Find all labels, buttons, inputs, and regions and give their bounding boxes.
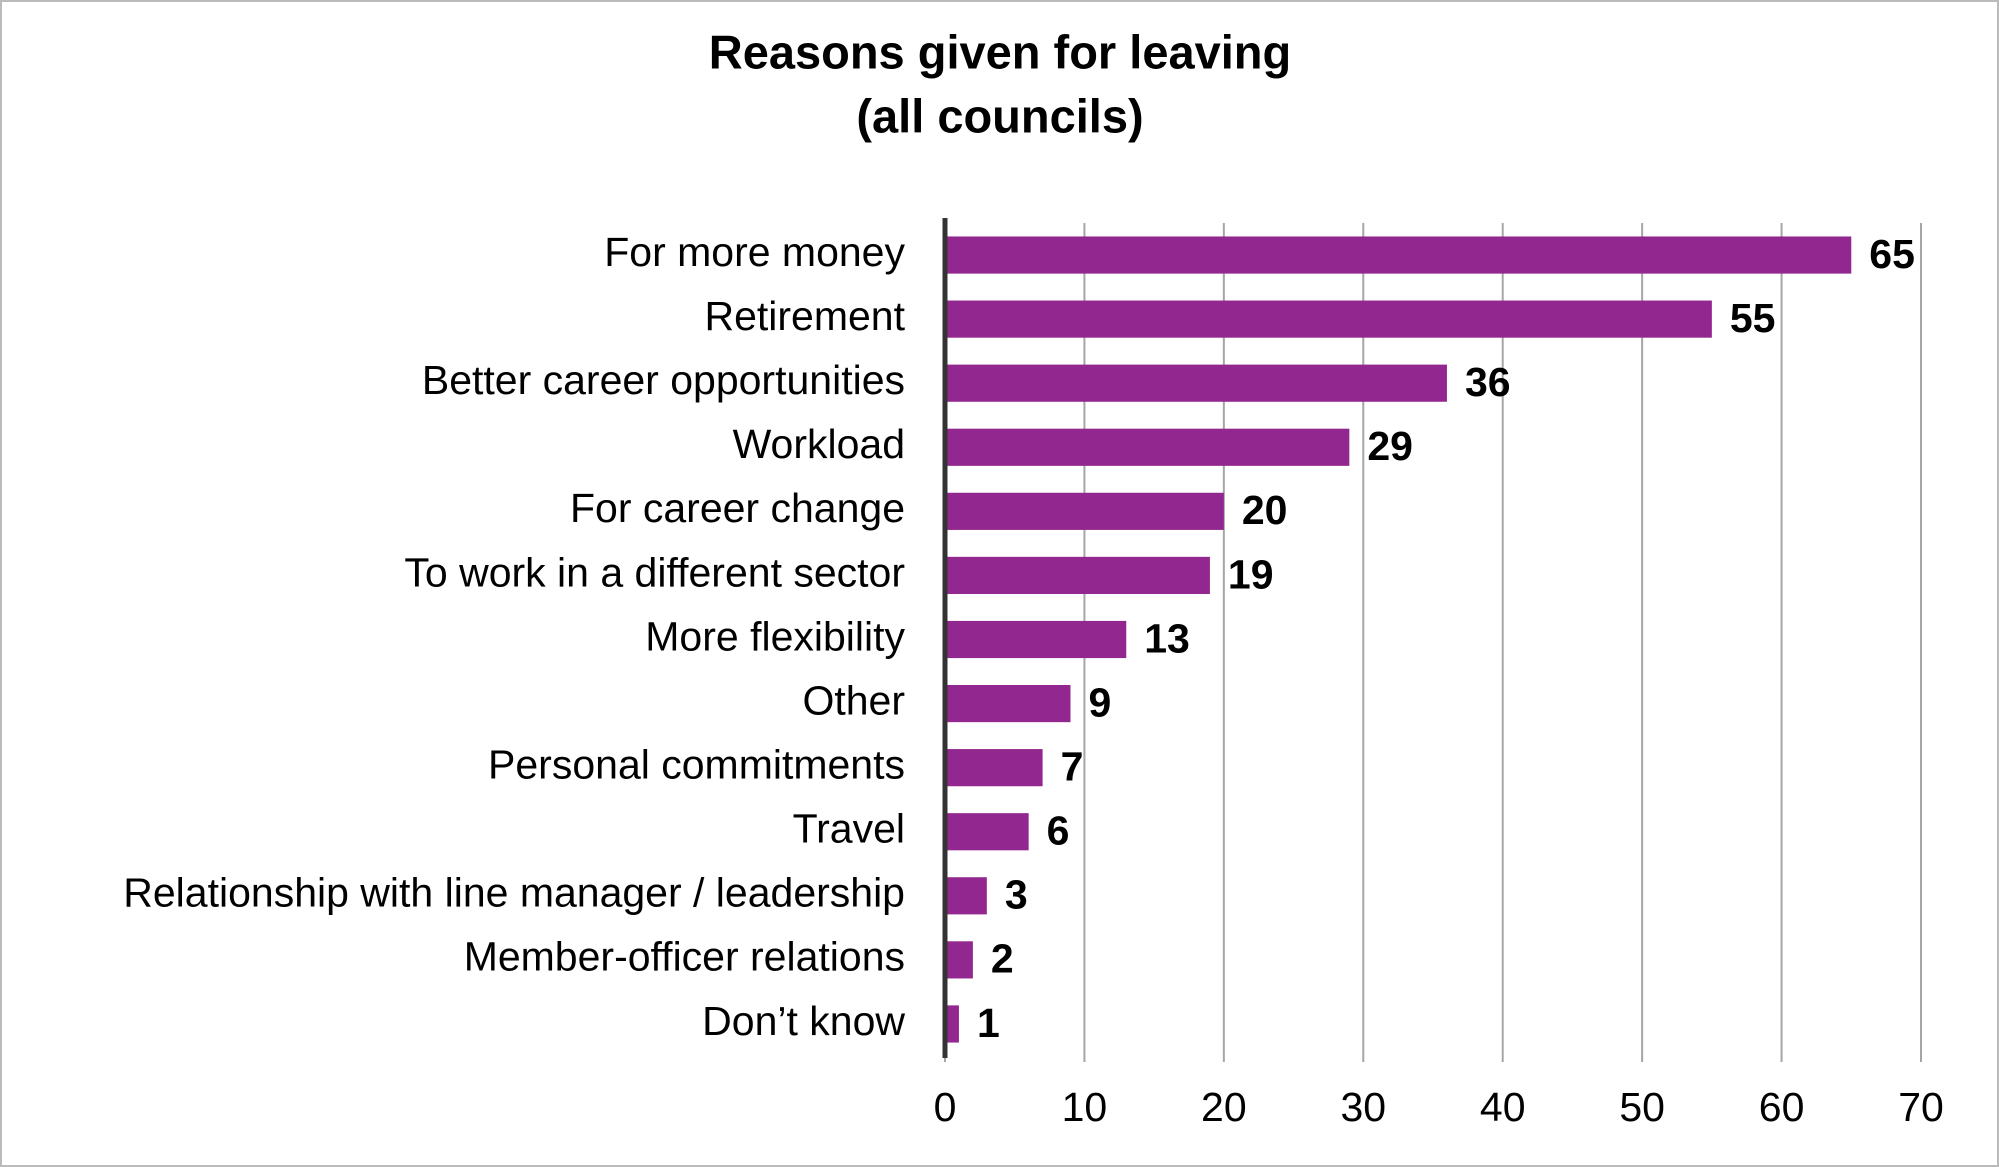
x-tick-label: 10 — [1062, 1084, 1108, 1130]
value-label: 29 — [1367, 423, 1413, 469]
value-label: 55 — [1730, 295, 1776, 341]
y-tick-label: Other — [802, 677, 905, 723]
y-tick-label: To work in a different sector — [404, 549, 905, 595]
bar — [945, 877, 987, 915]
chart-subtitle: (all councils) — [856, 89, 1143, 142]
y-tick-label: Personal commitments — [488, 741, 905, 787]
value-label: 9 — [1088, 679, 1111, 725]
bar — [945, 813, 1029, 851]
x-tick-label: 70 — [1898, 1084, 1944, 1130]
y-tick-label: More flexibility — [645, 613, 905, 659]
value-label: 7 — [1061, 743, 1084, 789]
y-tick-label: Don’t know — [702, 998, 905, 1044]
value-label: 13 — [1144, 615, 1190, 661]
bar — [945, 1005, 959, 1043]
y-tick-label: Member-officer relations — [464, 934, 905, 980]
value-label: 1 — [977, 1000, 1000, 1046]
y-tick-label: Better career opportunities — [422, 357, 905, 403]
bar — [945, 492, 1224, 530]
bar — [945, 620, 1127, 659]
value-label: 19 — [1228, 551, 1274, 597]
bar — [945, 364, 1447, 402]
bar — [945, 556, 1210, 595]
bar — [945, 941, 973, 979]
x-tick-label: 20 — [1201, 1084, 1247, 1130]
x-tick-label: 60 — [1759, 1084, 1805, 1130]
bar — [945, 684, 1071, 723]
bar — [945, 300, 1712, 338]
value-label: 65 — [1869, 231, 1915, 277]
value-label: 6 — [1047, 808, 1070, 854]
value-label: 20 — [1242, 487, 1288, 533]
x-tick-label: 50 — [1619, 1084, 1665, 1130]
chart-title: Reasons given for leaving — [709, 25, 1291, 78]
x-tick-label: 0 — [934, 1084, 957, 1130]
y-tick-label: For career change — [570, 485, 905, 531]
bar — [945, 236, 1852, 274]
y-tick-label: Relationship with line manager / leaders… — [123, 870, 905, 916]
bar — [945, 749, 1043, 787]
bar — [945, 428, 1350, 466]
value-label: 2 — [991, 936, 1014, 982]
y-tick-label: Travel — [793, 806, 905, 852]
y-tick-label: Retirement — [704, 293, 905, 339]
value-label: 36 — [1465, 359, 1511, 405]
value-label: 3 — [1005, 872, 1028, 918]
y-tick-label: For more money — [604, 229, 905, 275]
x-tick-label: 40 — [1480, 1084, 1526, 1130]
y-tick-label: Workload — [733, 421, 905, 467]
x-tick-label: 30 — [1340, 1084, 1386, 1130]
